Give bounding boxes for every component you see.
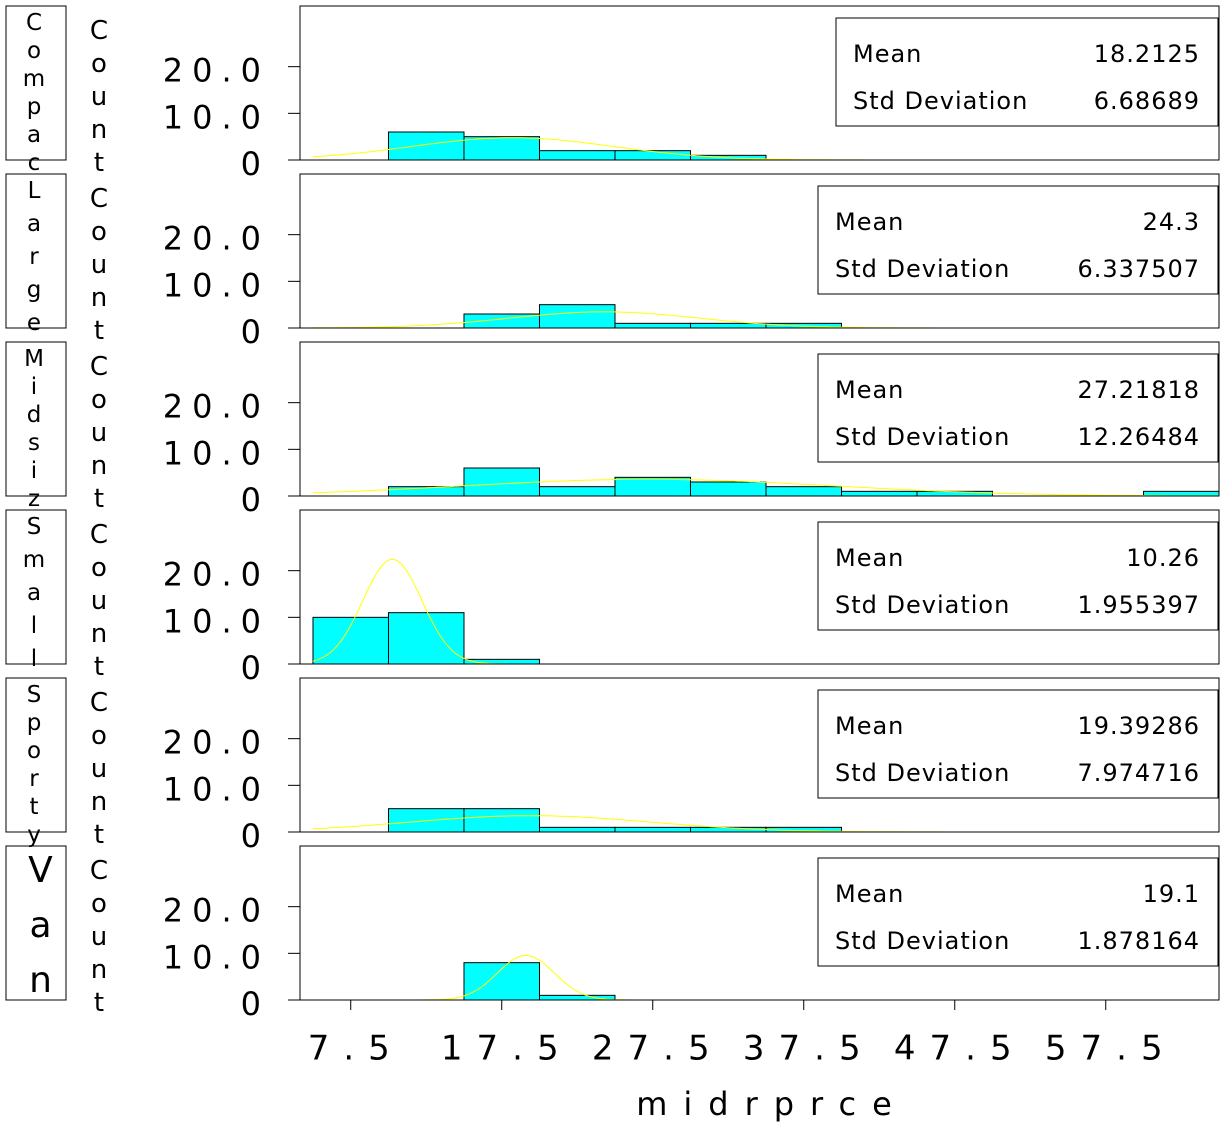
- x-tick-label: 7.5: [308, 1029, 404, 1069]
- group-label: Small: [21, 514, 47, 679]
- group-box: [5, 173, 67, 329]
- histogram-bar: [840, 490, 918, 497]
- stats-label: Std Deviation: [835, 927, 1010, 955]
- y-axis-label: Count: [84, 520, 114, 685]
- histogram-bar: [387, 131, 465, 161]
- y-tick-label: 0: [241, 145, 270, 183]
- stats-box: [817, 185, 1219, 295]
- histogram-bar: [538, 486, 616, 497]
- histogram-bar: [614, 150, 691, 161]
- y-tick-label: 0: [241, 985, 270, 1023]
- histogram-bar: [387, 612, 465, 665]
- x-axis-label: midrprce: [636, 1085, 908, 1123]
- normal-curve: [312, 478, 1220, 497]
- stats-label: Mean: [835, 544, 904, 572]
- group-label: Compac: [21, 10, 47, 178]
- stats-label: Mean: [835, 880, 904, 908]
- group-box: [5, 341, 67, 497]
- y-tick-label: 20.0: [163, 724, 270, 762]
- stats-value: 6.337507: [1077, 255, 1200, 283]
- stats-label: Mean: [835, 712, 904, 740]
- stats-value: 19.39286: [1077, 712, 1200, 740]
- stats-box: [817, 353, 1219, 463]
- stats-value: 1.878164: [1077, 927, 1200, 955]
- y-tick-label: 20.0: [163, 52, 270, 90]
- stats-label: Mean: [835, 376, 904, 404]
- y-axis-label: Count: [84, 184, 114, 349]
- stats-value: 6.68689: [1094, 87, 1200, 115]
- stats-box: [817, 521, 1219, 631]
- y-tick-label: 0: [241, 817, 270, 855]
- histogram-bar: [614, 322, 691, 329]
- y-tick-label: 10.0: [163, 266, 270, 304]
- y-axis-label: Count: [84, 352, 114, 517]
- histogram-bar: [463, 136, 540, 161]
- stats-value: 27.21818: [1077, 376, 1200, 404]
- stats-value: 12.26484: [1077, 423, 1200, 451]
- y-tick-label: 10.0: [163, 98, 270, 136]
- group-label: Sporty: [21, 682, 47, 850]
- y-axis-label: Count: [84, 688, 114, 853]
- histogram-bar: [689, 322, 767, 329]
- y-axis-label: Count: [84, 856, 114, 1021]
- stats-label: Mean: [853, 40, 922, 68]
- y-tick-label: 0: [241, 481, 270, 519]
- y-tick-label: 20.0: [163, 556, 270, 594]
- histogram-bar: [463, 467, 540, 497]
- histogram-bar: [538, 304, 616, 329]
- stats-label: Std Deviation: [835, 591, 1010, 619]
- stats-value: 10.26: [1126, 544, 1200, 572]
- group-label: Large: [21, 178, 47, 343]
- y-tick-label: 0: [241, 313, 270, 351]
- histogram-bar: [538, 150, 616, 161]
- stats-label: Std Deviation: [835, 255, 1010, 283]
- stats-value: 7.974716: [1077, 759, 1200, 787]
- histogram-bar: [614, 826, 691, 833]
- y-tick-label: 10.0: [163, 434, 270, 472]
- stats-label: Mean: [835, 208, 904, 236]
- histogram-bar: [463, 962, 540, 1001]
- x-tick-label: 17.5: [441, 1029, 573, 1069]
- y-tick-label: 20.0: [163, 892, 270, 930]
- stats-box: [817, 689, 1219, 799]
- stats-value: 18.2125: [1094, 40, 1200, 68]
- histogram-bar: [689, 481, 767, 497]
- stats-value: 19.1: [1143, 880, 1200, 908]
- x-tick-label: 37.5: [743, 1029, 875, 1069]
- stats-label: Std Deviation: [853, 87, 1028, 115]
- x-tick-label: 57.5: [1045, 1029, 1177, 1069]
- y-tick-label: 0: [241, 649, 270, 687]
- histogram-bar: [614, 476, 691, 497]
- histogram-bar: [538, 826, 616, 833]
- y-tick-label: 20.0: [163, 220, 270, 258]
- group-label: Van: [20, 850, 61, 1015]
- group-box: [5, 5, 67, 161]
- group-box: [5, 677, 67, 833]
- histogram-bar: [765, 486, 842, 497]
- y-tick-label: 10.0: [163, 602, 270, 640]
- group-label: Midsiz: [21, 346, 47, 514]
- y-tick-label: 10.0: [163, 938, 270, 976]
- x-tick-label: 47.5: [894, 1029, 1026, 1069]
- stats-value: 24.3: [1143, 208, 1200, 236]
- x-tick-label: 27.5: [592, 1029, 724, 1069]
- stats-label: Std Deviation: [835, 759, 1010, 787]
- group-box: [5, 509, 67, 665]
- stats-label: Std Deviation: [835, 423, 1010, 451]
- group-box: [5, 845, 67, 1001]
- stats-value: 1.955397: [1077, 591, 1200, 619]
- y-tick-label: 20.0: [163, 388, 270, 426]
- stats-box: [817, 857, 1219, 967]
- stats-box: [835, 17, 1219, 127]
- y-tick-label: 10.0: [163, 770, 270, 808]
- y-axis-label: Count: [84, 16, 114, 181]
- histogram-bar: [463, 808, 540, 833]
